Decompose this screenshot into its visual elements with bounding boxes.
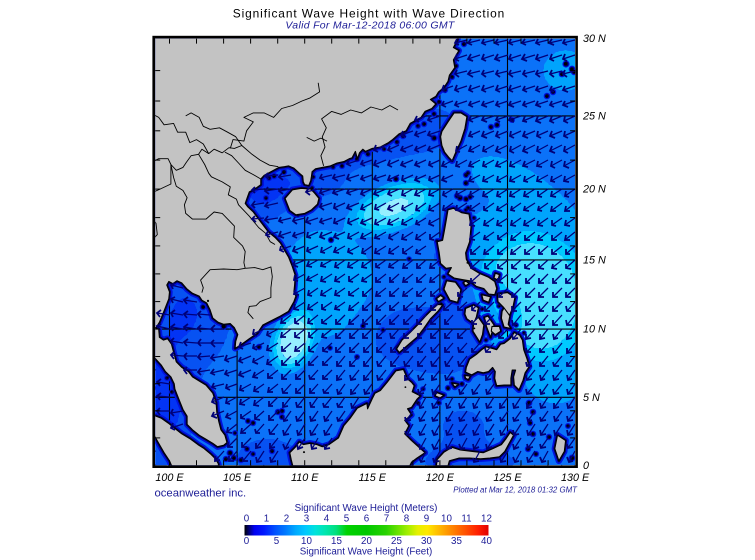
svg-text:3: 3 [304, 514, 310, 525]
svg-text:130 E: 130 E [561, 472, 590, 484]
svg-text:Significant Wave Height with W: Significant Wave Height with Wave Direct… [233, 7, 505, 21]
svg-text:120 E: 120 E [426, 472, 455, 484]
svg-text:20: 20 [361, 536, 372, 547]
svg-text:4: 4 [324, 514, 330, 525]
svg-text:6: 6 [364, 514, 370, 525]
svg-text:105 E: 105 E [223, 472, 252, 484]
svg-text:0: 0 [244, 514, 250, 525]
svg-text:35: 35 [451, 536, 462, 547]
svg-text:Significant Wave Height (Meter: Significant Wave Height (Meters) [295, 503, 438, 514]
svg-text:10: 10 [441, 514, 452, 525]
svg-text:20 N: 20 N [582, 184, 606, 196]
svg-text:oceanweather inc.: oceanweather inc. [155, 488, 247, 500]
svg-text:15: 15 [331, 536, 342, 547]
svg-text:15 N: 15 N [583, 255, 606, 267]
svg-text:115 E: 115 E [359, 472, 387, 484]
svg-text:30 N: 30 N [583, 33, 606, 45]
svg-text:2: 2 [284, 514, 289, 525]
svg-text:7: 7 [384, 514, 389, 525]
svg-text:9: 9 [424, 514, 429, 525]
svg-text:10: 10 [301, 536, 312, 547]
svg-text:25: 25 [391, 536, 402, 547]
svg-text:5: 5 [274, 536, 280, 547]
svg-text:12: 12 [481, 514, 492, 525]
svg-text:30: 30 [421, 536, 432, 547]
svg-text:11: 11 [461, 514, 471, 525]
svg-text:Valid For Mar-12-2018 06:00 GM: Valid For Mar-12-2018 06:00 GMT [285, 20, 455, 32]
svg-text:110 E: 110 E [291, 472, 319, 484]
svg-text:Plotted at Mar 12, 2018 01:32: Plotted at Mar 12, 2018 01:32 GMT [453, 486, 578, 495]
svg-text:Significant Wave Height (Feet): Significant Wave Height (Feet) [300, 547, 433, 558]
svg-text:100 E: 100 E [155, 472, 184, 484]
svg-text:125 E: 125 E [493, 472, 522, 484]
svg-text:1: 1 [264, 514, 269, 525]
svg-text:5 N: 5 N [583, 392, 600, 404]
svg-text:25 N: 25 N [582, 111, 606, 123]
svg-text:40: 40 [481, 536, 492, 547]
svg-text:10 N: 10 N [583, 324, 606, 336]
svg-text:8: 8 [404, 514, 410, 525]
svg-text:0: 0 [583, 460, 589, 472]
svg-text:0: 0 [244, 536, 250, 547]
svg-text:5: 5 [344, 514, 350, 525]
